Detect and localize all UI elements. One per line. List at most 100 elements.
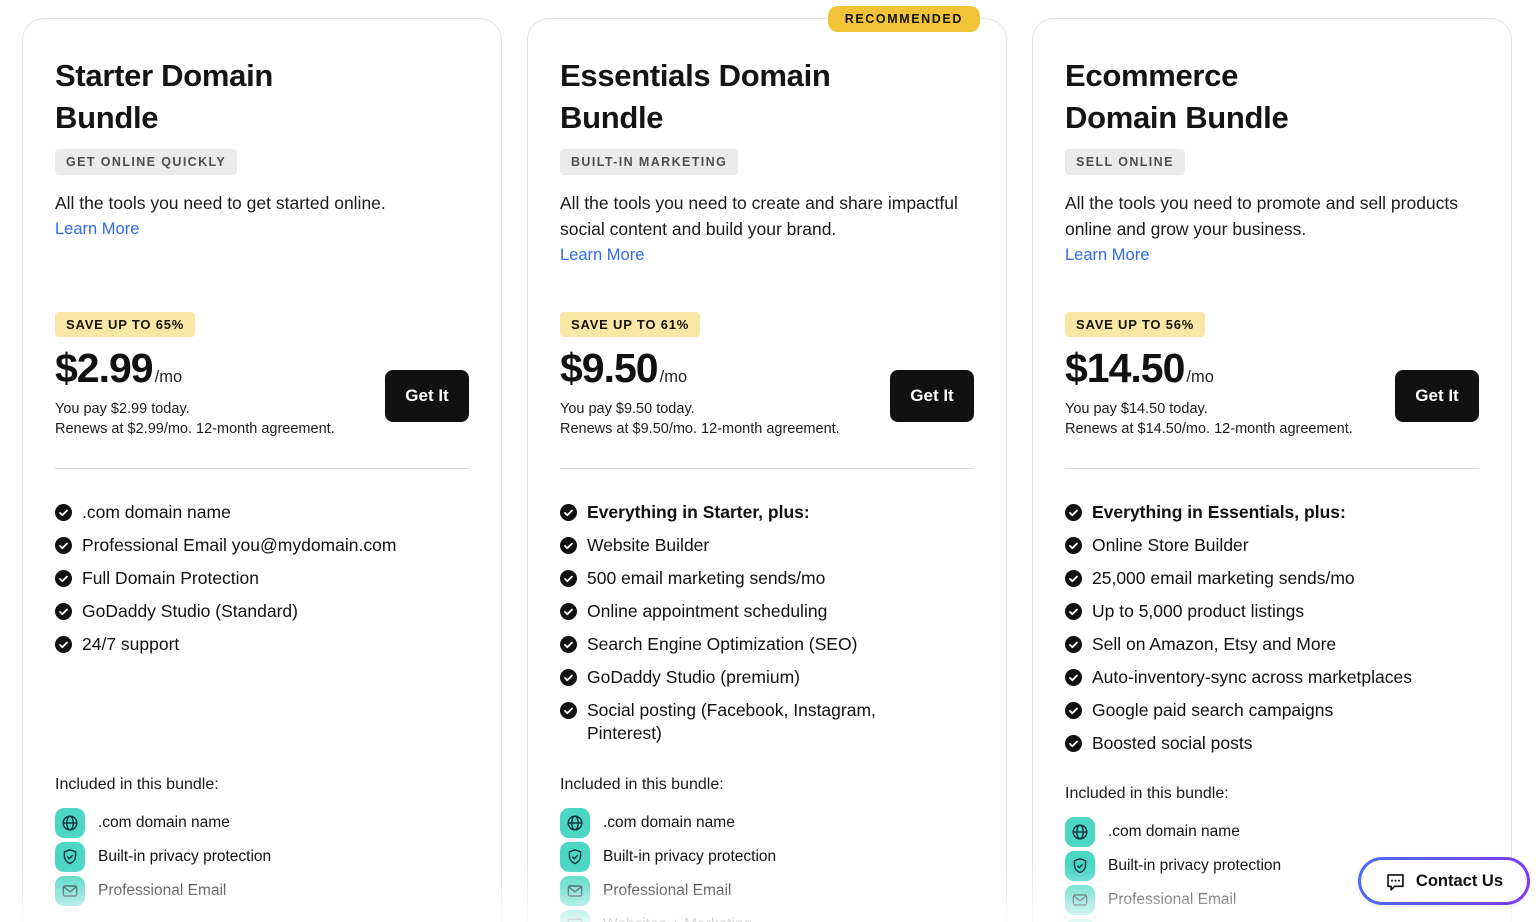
feature-text: Sell on Amazon, Etsy and More (1092, 634, 1337, 654)
bundle-item-label: Professional Email (98, 882, 227, 899)
check-icon (560, 537, 577, 554)
get-it-button[interactable]: Get It (1395, 370, 1479, 422)
mail-icon (560, 876, 590, 906)
check-icon (1065, 702, 1082, 719)
check-icon (55, 537, 72, 554)
feature-item: Professional Email you@mydomain.com (55, 534, 469, 557)
feature-item: GoDaddy Studio (premium) (560, 666, 974, 689)
check-icon (1065, 636, 1082, 653)
check-icon (1065, 735, 1082, 752)
bundle-item: .com domain name (1065, 817, 1479, 847)
price: $9.50 (560, 345, 659, 391)
check-icon (1065, 504, 1082, 521)
feature-text: Up to 5,000 product listings (1092, 601, 1305, 621)
price-period: /mo (1186, 368, 1214, 386)
included-label: Included in this bundle: (55, 776, 219, 793)
feature-text: Search Engine Optimization (SEO) (587, 634, 858, 654)
feature-list: .com domain name Professional Email you@m… (55, 501, 469, 746)
shield-check-icon (1065, 851, 1095, 881)
card-lower-section: SAVE UP TO 61% $9.50 /mo You pay $9.50 t… (560, 312, 974, 922)
feature-text: 500 email marketing sends/mo (587, 568, 826, 588)
feature-item: Full Domain Protection (55, 567, 469, 590)
check-icon (560, 504, 577, 521)
globe-icon (55, 808, 85, 838)
pay-today-text: You pay $2.99 today. (55, 401, 190, 417)
card-title: Ecommerce Domain Bundle (1065, 58, 1289, 135)
bundle-item-list: .com domain name Built-in privacy protect… (55, 808, 469, 906)
card-tagline-badge: SELL ONLINE (1065, 149, 1185, 175)
contact-us-label: Contact Us (1415, 871, 1503, 890)
feature-text: Boosted social posts (1092, 733, 1253, 753)
bundle-item: Professional Email (560, 876, 974, 906)
get-it-button[interactable]: Get It (890, 370, 974, 422)
card-tagline-badge: GET ONLINE QUICKLY (55, 149, 238, 175)
check-icon (560, 702, 577, 719)
price-period: /mo (154, 368, 183, 386)
feature-item: Social posting (Facebook, Instagram, Pin… (560, 699, 974, 745)
shield-check-icon (55, 842, 85, 872)
pay-today-text: You pay $14.50 today. (1065, 401, 1208, 417)
check-icon (560, 570, 577, 587)
save-badge: SAVE UP TO 65% (55, 312, 196, 337)
globe-icon (1065, 817, 1095, 847)
feature-item: Google paid search campaigns (1065, 699, 1479, 722)
check-icon (560, 636, 577, 653)
bundle-item: Professional Email (55, 876, 469, 906)
card-description: All the tools you need to promote and se… (1065, 193, 1459, 239)
learn-more-link[interactable]: Learn More (1065, 246, 1150, 264)
globe-icon (560, 808, 590, 838)
check-icon (55, 603, 72, 620)
check-icon (1065, 570, 1082, 587)
feature-text: 25,000 email marketing sends/mo (1092, 568, 1355, 588)
bundle-item: .com domain name (55, 808, 469, 838)
save-badge: SAVE UP TO 56% (1065, 312, 1206, 337)
bundle-item-label: Websites + Marketing (603, 916, 752, 922)
bundle-item-label: Built-in privacy protection (98, 848, 272, 865)
price: $14.50 (1065, 345, 1185, 391)
price-row: $14.50 /mo (1065, 345, 1479, 392)
card-title: Essentials Domain Bundle (560, 58, 831, 135)
bundle-item: .com domain name (560, 808, 974, 838)
card-title: Starter Domain Bundle (55, 58, 274, 135)
feature-item: Online appointment scheduling (560, 600, 974, 623)
check-icon (560, 603, 577, 620)
bundle-item-label: Professional Email (603, 882, 732, 899)
divider (55, 468, 469, 469)
get-it-button[interactable]: Get It (385, 370, 469, 422)
card-lower-section: SAVE UP TO 65% $2.99 /mo You pay $2.99 t… (55, 312, 469, 922)
card-description: All the tools you need to get started on… (55, 193, 386, 213)
learn-more-link[interactable]: Learn More (55, 220, 140, 238)
feature-text: Google paid search campaigns (1092, 700, 1334, 720)
price: $2.99 (55, 345, 154, 391)
renews-text: Renews at $2.99/mo. 12-month agreement. (55, 421, 335, 437)
check-icon (55, 570, 72, 587)
recommended-badge: RECOMMENDED (827, 6, 980, 32)
feature-text: GoDaddy Studio (premium) (587, 667, 800, 687)
included-label: Included in this bundle: (560, 776, 724, 793)
feature-text: GoDaddy Studio (Standard) (82, 601, 298, 621)
learn-more-link[interactable]: Learn More (560, 246, 645, 264)
bundle-item: Built-in privacy protection (560, 842, 974, 872)
contact-us-button[interactable]: Contact Us (1358, 857, 1530, 905)
card-tagline-badge: BUILT-IN MARKETING (560, 149, 739, 175)
included-label: Included in this bundle: (1065, 785, 1229, 802)
feature-text: Social posting (Facebook, Instagram, Pin… (587, 700, 876, 743)
mail-icon (1065, 885, 1095, 915)
feature-item: Everything in Essentials, plus: (1065, 501, 1479, 524)
check-icon (55, 636, 72, 653)
feature-item: GoDaddy Studio (Standard) (55, 600, 469, 623)
feature-item: 24/7 support (55, 633, 469, 656)
save-badge: SAVE UP TO 61% (560, 312, 701, 337)
feature-item: .com domain name (55, 501, 469, 524)
feature-item: 25,000 email marketing sends/mo (1065, 567, 1479, 590)
shield-check-icon (560, 842, 590, 872)
bundle-item-list: .com domain name Built-in privacy protect… (560, 808, 974, 922)
check-icon (560, 669, 577, 686)
divider (1065, 468, 1479, 469)
feature-list: Everything in Essentials, plus: Online St… (1065, 501, 1479, 755)
check-icon (1065, 537, 1082, 554)
feature-item: Everything in Starter, plus: (560, 501, 974, 524)
bundle-cards-row: Starter Domain Bundle GET ONLINE QUICKLY… (22, 6, 1512, 922)
chat-bubble-icon (1385, 871, 1406, 892)
bundle-item-label: .com domain name (1108, 823, 1240, 840)
